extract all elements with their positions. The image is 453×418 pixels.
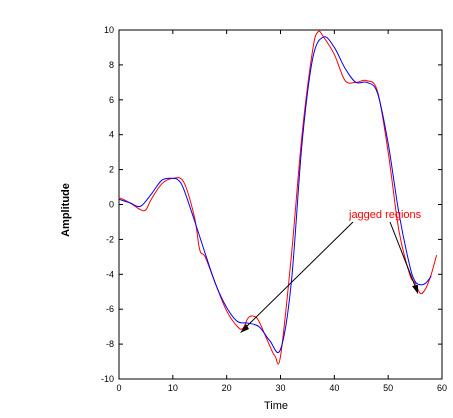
y-tick-label: -2	[106, 234, 114, 244]
series-line-blue	[118, 36, 432, 354]
y-tick-label: -4	[106, 269, 114, 279]
annotation-arrowhead-left	[240, 324, 249, 333]
y-tick-label: -6	[106, 304, 114, 314]
y-tick-label: -8	[106, 339, 114, 349]
annotation-arrow-left	[242, 221, 354, 331]
x-tick-label: 0	[116, 383, 121, 393]
x-tick-label: 20	[222, 383, 232, 393]
series-group	[118, 30, 438, 365]
y-axis-label: Amplitude	[60, 183, 72, 237]
y-tick-label: 8	[109, 60, 114, 70]
y-tick-label: -10	[101, 374, 114, 384]
x-axis-ticks: 0 10 20 30 40 50 60	[116, 30, 447, 393]
y-axis-ticks: 10 8 6 4 2 0 -2 -4 -6 -8 -10	[101, 25, 442, 384]
annotations: jagged regions	[240, 209, 422, 333]
annotation-arrow-right	[389, 221, 418, 292]
x-tick-label: 10	[168, 383, 178, 393]
x-tick-label: 60	[437, 383, 447, 393]
annotation-arrowhead-right	[412, 285, 418, 294]
y-tick-label: 0	[109, 200, 114, 210]
x-tick-label: 50	[383, 383, 393, 393]
plot-area	[118, 29, 443, 380]
annotation-label: jagged regions	[348, 209, 422, 221]
y-tick-label: 10	[104, 25, 114, 35]
y-tick-label: 4	[109, 130, 114, 140]
series-line-red	[118, 30, 438, 365]
x-tick-label: 30	[275, 383, 285, 393]
x-tick-label: 40	[329, 383, 339, 393]
y-tick-label: 6	[109, 95, 114, 105]
y-tick-label: 2	[109, 165, 114, 175]
x-axis-label: Time	[264, 400, 288, 412]
